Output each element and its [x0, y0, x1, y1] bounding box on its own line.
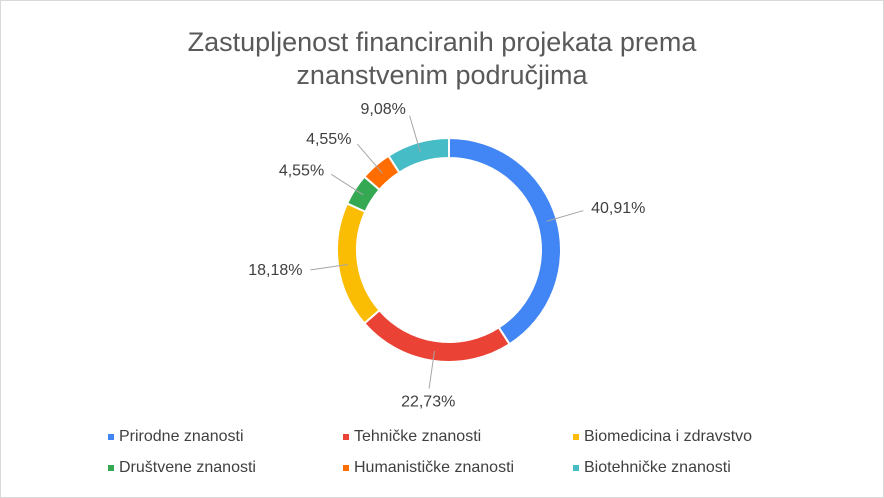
data-label: 9,08% — [361, 101, 406, 118]
data-label: 4,55% — [306, 131, 351, 148]
leader-line — [409, 115, 421, 153]
legend-marker — [108, 434, 114, 440]
data-label: 22,73% — [401, 394, 455, 411]
legend-label: Tehničke znanosti — [354, 428, 481, 445]
chart-title: Zastupljenost financiranih projekata pre… — [187, 27, 697, 90]
leader-line — [330, 173, 364, 196]
data-label: 18,18% — [248, 262, 302, 279]
donut-slice — [387, 136, 450, 174]
leader-line — [428, 350, 435, 389]
legend-marker — [343, 465, 349, 471]
donut-slice — [448, 136, 562, 346]
leader-line — [356, 143, 383, 174]
leader-line — [546, 210, 584, 222]
legend-label: Prirodne znanosti — [119, 428, 244, 445]
legend-label: Humanističke znanosti — [354, 459, 514, 476]
data-label: 4,55% — [279, 162, 324, 179]
legend-marker — [573, 465, 579, 471]
legend-marker — [108, 465, 114, 471]
legend-marker — [573, 434, 579, 440]
data-label: 40,91% — [591, 200, 645, 217]
legend-marker — [343, 434, 349, 440]
legend-label: Biomedicina i zdravstvo — [584, 428, 752, 445]
donut-slice — [362, 308, 511, 363]
legend-label: Društvene znanosti — [119, 459, 256, 476]
leader-line — [310, 264, 349, 271]
legend-label: Biotehničke znanosti — [584, 459, 731, 476]
donut-slice — [336, 202, 381, 325]
